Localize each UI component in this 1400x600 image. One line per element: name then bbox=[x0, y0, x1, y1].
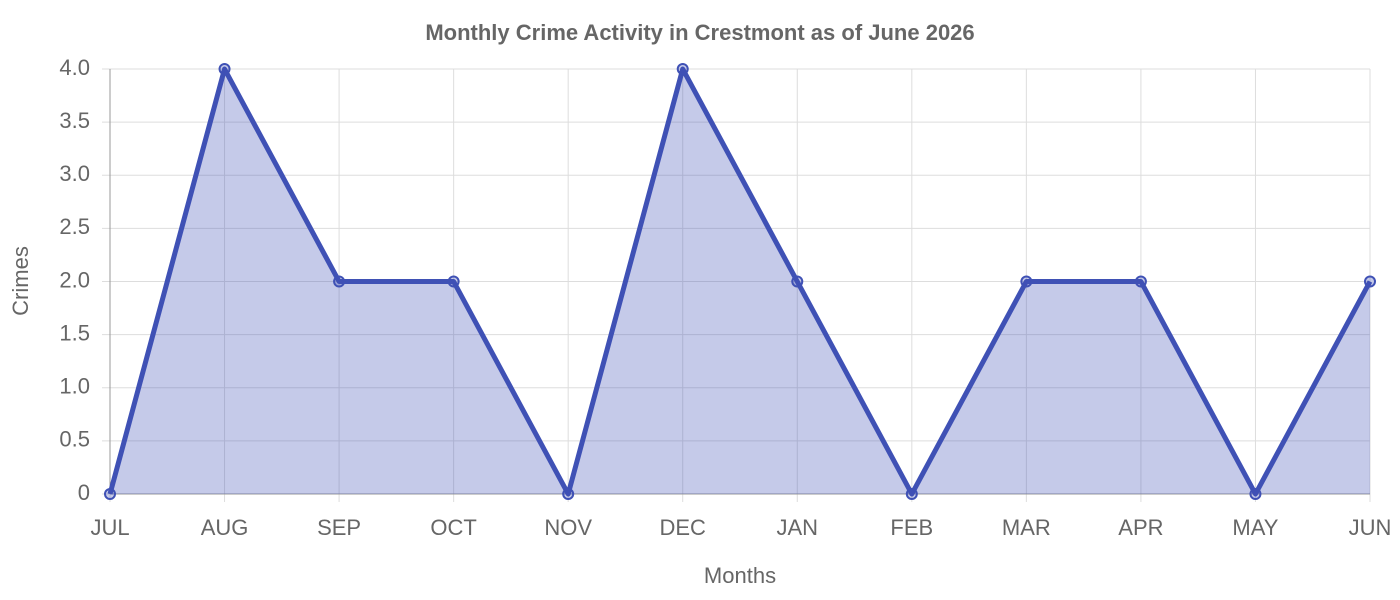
x-tick-label: NOV bbox=[544, 515, 592, 540]
point bbox=[333, 275, 346, 288]
point bbox=[905, 488, 918, 500]
point bbox=[104, 488, 116, 500]
y-tick-label: 0.5 bbox=[59, 427, 90, 452]
point bbox=[1134, 275, 1147, 288]
x-tick-label: JUN bbox=[1349, 515, 1392, 540]
point bbox=[218, 63, 231, 75]
line bbox=[107, 66, 1373, 497]
chart-title: Monthly Crime Activity in Crestmont as o… bbox=[425, 20, 974, 45]
y-tick-label: 0 bbox=[78, 480, 90, 505]
point bbox=[1364, 275, 1376, 288]
x-tick-label: JUL bbox=[90, 515, 129, 540]
x-tick-label: OCT bbox=[430, 515, 476, 540]
point bbox=[1249, 488, 1262, 500]
point bbox=[791, 275, 804, 288]
x-tick-label: FEB bbox=[890, 515, 933, 540]
y-tick-label: 1.0 bbox=[59, 374, 90, 399]
x-tick-label: SEP bbox=[317, 515, 361, 540]
point bbox=[562, 488, 575, 500]
y-tick-label: 2.5 bbox=[59, 214, 90, 239]
point bbox=[447, 275, 460, 288]
x-tick-label: APR bbox=[1118, 515, 1163, 540]
x-tick-label: MAR bbox=[1002, 515, 1051, 540]
y-tick-label: 2.0 bbox=[59, 267, 90, 292]
y-axis-title: Crimes bbox=[8, 246, 33, 316]
y-tick-label: 3.0 bbox=[59, 161, 90, 186]
point bbox=[1020, 275, 1033, 288]
x-axis-title: Months bbox=[704, 563, 776, 588]
point bbox=[676, 63, 689, 75]
x-tick-label: DEC bbox=[660, 515, 707, 540]
x-tick-label: MAY bbox=[1232, 515, 1278, 540]
area-fill bbox=[110, 69, 1370, 494]
x-tick-label: JAN bbox=[776, 515, 818, 540]
y-tick-label: 3.5 bbox=[59, 108, 90, 133]
y-tick-label: 1.5 bbox=[59, 320, 90, 345]
y-tick-label: 4.0 bbox=[59, 55, 90, 80]
x-tick-label: AUG bbox=[201, 515, 249, 540]
